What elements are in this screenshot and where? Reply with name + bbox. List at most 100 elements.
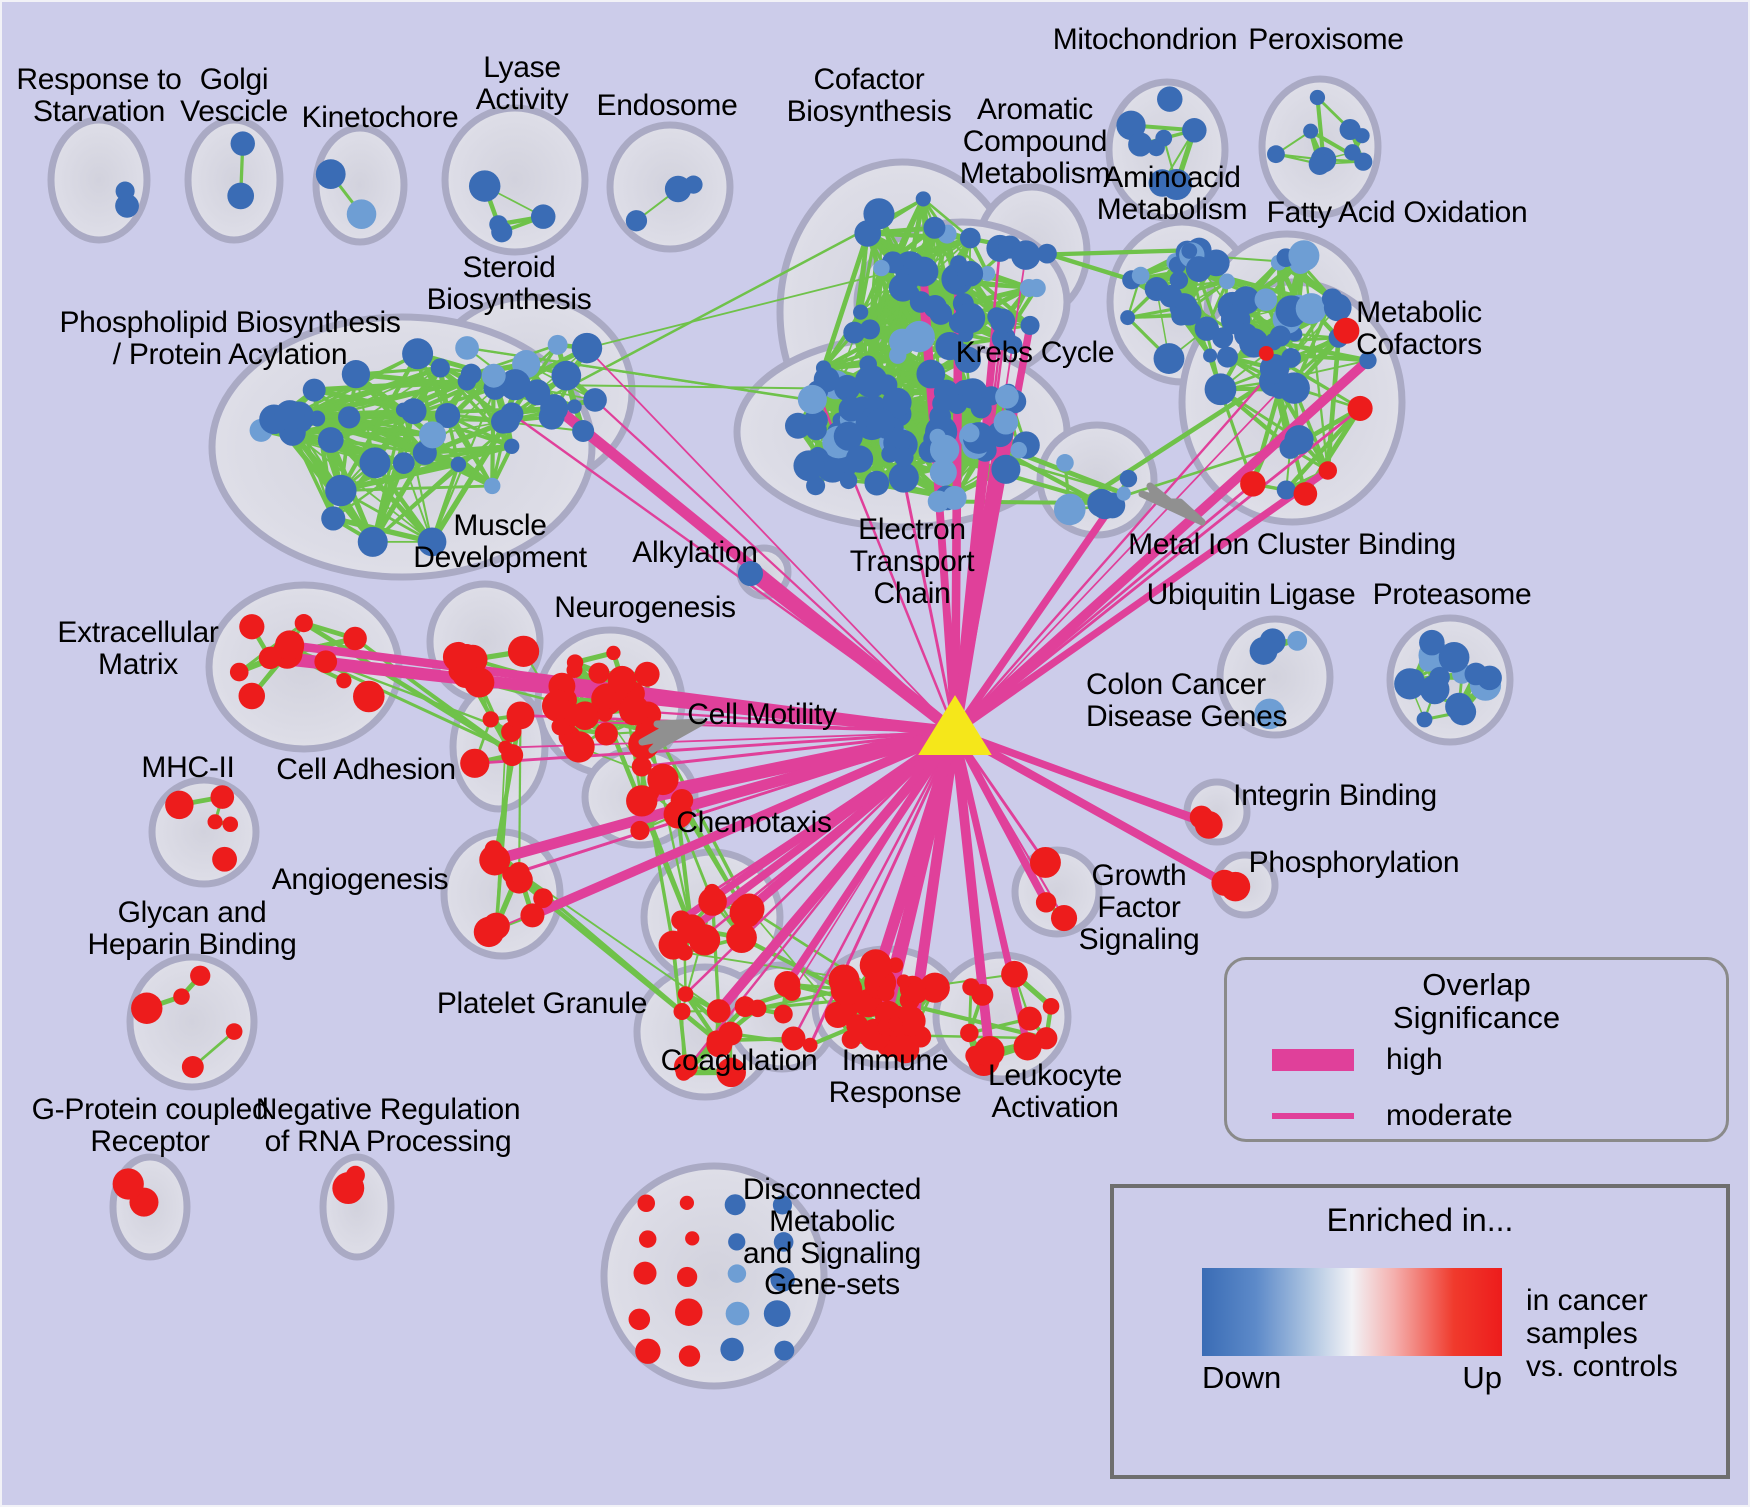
gene-set-node[interactable] (572, 419, 595, 442)
gene-set-node[interactable] (1287, 630, 1308, 651)
gene-set-node[interactable] (1050, 905, 1078, 932)
gene-set-node[interactable] (1237, 295, 1254, 312)
gene-set-node[interactable] (877, 984, 895, 1002)
gene-set-node[interactable] (503, 438, 520, 454)
gene-set-node[interactable] (726, 922, 757, 954)
gene-set-node[interactable] (495, 408, 520, 434)
gene-set-node[interactable] (473, 916, 505, 948)
gene-set-node[interactable] (770, 1267, 795, 1292)
gene-set-node[interactable] (1169, 270, 1189, 290)
gene-set-node[interactable] (402, 338, 434, 370)
gene-set-node[interactable] (927, 490, 950, 513)
gene-set-node[interactable] (748, 999, 767, 1018)
gene-set-node[interactable] (131, 992, 163, 1024)
gene-set-node[interactable] (1269, 325, 1291, 347)
gene-set-node[interactable] (908, 256, 939, 287)
gene-set-node[interactable] (706, 1031, 733, 1058)
gene-set-node[interactable] (274, 400, 305, 431)
gene-set-node[interactable] (341, 360, 371, 389)
gene-set-node[interactable] (1161, 169, 1193, 200)
gene-set-node[interactable] (1194, 810, 1223, 839)
gene-set-node[interactable] (442, 642, 473, 672)
gene-set-node[interactable] (888, 462, 919, 493)
gene-set-node[interactable] (626, 785, 658, 817)
gene-set-node[interactable] (1010, 441, 1028, 459)
gene-set-node[interactable] (1308, 153, 1331, 175)
gene-set-node[interactable] (784, 412, 811, 439)
gene-set-node[interactable] (1321, 288, 1343, 309)
gene-set-node[interactable] (729, 896, 762, 929)
gene-set-node[interactable] (1042, 997, 1060, 1015)
gene-set-node[interactable] (991, 454, 1021, 484)
gene-set-node[interactable] (1194, 316, 1219, 341)
gene-set-node[interactable] (1119, 469, 1138, 488)
gene-set-node[interactable] (115, 181, 135, 201)
gene-set-node[interactable] (993, 410, 1019, 435)
gene-set-node[interactable] (570, 701, 600, 730)
gene-set-node[interactable] (882, 387, 912, 418)
gene-set-node[interactable] (676, 944, 693, 961)
gene-set-node[interactable] (501, 744, 524, 767)
gene-set-node[interactable] (588, 662, 610, 684)
gene-set-node[interactable] (338, 406, 361, 429)
gene-set-node[interactable] (960, 1023, 979, 1043)
gene-set-node[interactable] (1053, 493, 1086, 526)
gene-set-node[interactable] (773, 1232, 794, 1252)
gene-set-node[interactable] (417, 527, 447, 557)
gene-set-node[interactable] (483, 477, 501, 495)
gene-set-node[interactable] (212, 846, 237, 872)
gene-set-node[interactable] (583, 388, 607, 412)
gene-set-node[interactable] (888, 1017, 903, 1032)
gene-set-node[interactable] (675, 1298, 703, 1326)
gene-set-node[interactable] (889, 346, 907, 364)
gene-set-node[interactable] (491, 221, 513, 243)
gene-set-node[interactable] (773, 1004, 793, 1024)
gene-set-node[interactable] (830, 973, 863, 1006)
gene-set-node[interactable] (797, 384, 827, 414)
gene-set-node[interactable] (1259, 353, 1290, 384)
gene-set-node[interactable] (1035, 892, 1057, 913)
gene-set-node[interactable] (929, 302, 953, 325)
gene-set-node[interactable] (793, 450, 825, 482)
gene-set-node[interactable] (1219, 273, 1235, 290)
gene-set-node[interactable] (895, 1006, 926, 1036)
gene-set-node[interactable] (325, 474, 357, 507)
gene-set-node[interactable] (571, 332, 603, 364)
gene-set-node[interactable] (888, 273, 917, 302)
gene-set-node[interactable] (508, 861, 530, 884)
gene-set-node[interactable] (990, 308, 1016, 334)
gene-set-node[interactable] (887, 957, 904, 973)
gene-set-node[interactable] (520, 903, 545, 928)
gene-set-node[interactable] (725, 1301, 750, 1326)
gene-set-node[interactable] (1309, 89, 1326, 106)
gene-set-node[interactable] (343, 626, 367, 651)
gene-set-node[interactable] (853, 304, 869, 320)
gene-set-node[interactable] (929, 458, 957, 487)
gene-set-node[interactable] (915, 191, 931, 207)
gene-set-node[interactable] (1448, 698, 1477, 726)
gene-set-node[interactable] (833, 421, 863, 451)
gene-set-node[interactable] (954, 302, 986, 334)
gene-set-node[interactable] (1339, 118, 1361, 140)
gene-set-node[interactable] (1001, 960, 1028, 988)
gene-set-node[interactable] (597, 706, 613, 722)
gene-set-node[interactable] (678, 1345, 701, 1367)
gene-set-node[interactable] (1185, 256, 1212, 283)
gene-set-node[interactable] (460, 748, 490, 778)
gene-set-node[interactable] (435, 402, 461, 429)
gene-set-node[interactable] (1153, 343, 1185, 374)
gene-set-node[interactable] (1019, 278, 1038, 298)
gene-set-node[interactable] (824, 1001, 852, 1028)
gene-set-node[interactable] (677, 986, 694, 1002)
cluster-halo[interactable] (126, 953, 258, 1091)
gene-set-node[interactable] (1249, 636, 1278, 665)
gene-set-node[interactable] (229, 662, 249, 682)
gene-set-node[interactable] (346, 199, 377, 229)
gene-set-node[interactable] (864, 470, 890, 496)
gene-set-node[interactable] (190, 965, 211, 986)
gene-set-node[interactable] (181, 1056, 204, 1078)
gene-set-node[interactable] (1288, 240, 1320, 272)
gene-set-node[interactable] (635, 1338, 661, 1364)
gene-set-node[interactable] (724, 1194, 746, 1216)
gene-set-node[interactable] (865, 408, 896, 438)
